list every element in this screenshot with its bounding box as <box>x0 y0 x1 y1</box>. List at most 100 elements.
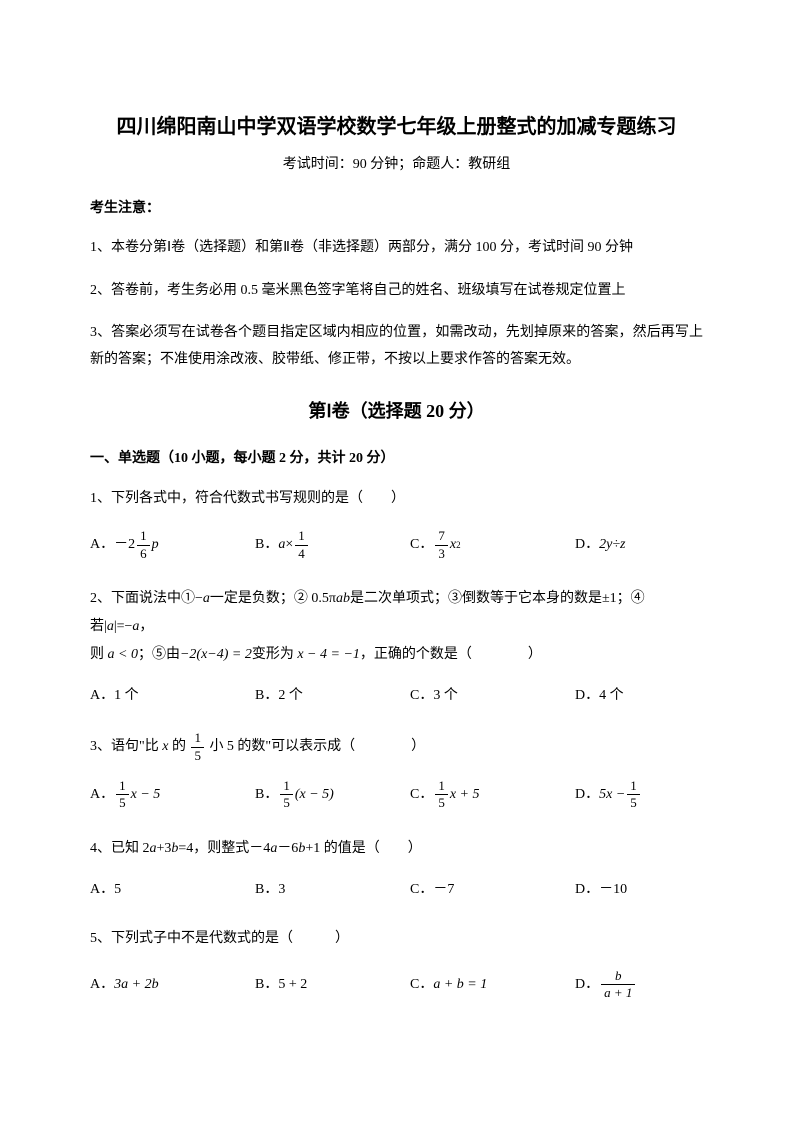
fraction: 1 5 <box>435 779 448 811</box>
fraction: 1 5 <box>116 779 129 811</box>
q1-option-d: D． 2y÷z <box>575 529 625 561</box>
q4-option-c: C．－7 <box>410 879 575 901</box>
expr: −2(x−4) = 2 <box>180 647 252 662</box>
notice-item-3: 3、答案必须写在试卷各个题目指定区域内相应的位置，如需改动，先划掉原来的答案，然… <box>90 320 703 373</box>
opt-label: B． <box>255 974 278 996</box>
question-1-options: A． －2 1 6 p B． a × 1 4 C． 7 3 x2 D． 2y÷z <box>90 529 703 561</box>
opt-label: C． <box>410 974 433 996</box>
stem-part: ，正确的个数是（ ） <box>360 647 542 662</box>
question-5-options: A． 3a + 2b B． 5 + 2 C． a + b = 1 D． b a … <box>90 969 703 1001</box>
stem-part: ；⑤由 <box>138 647 180 662</box>
denominator: 6 <box>137 545 150 561</box>
opt-label: C． <box>410 784 433 806</box>
question-2-options: A．1 个 B．2 个 C．3 个 D．4 个 <box>90 685 703 707</box>
fraction: 7 3 <box>435 529 448 561</box>
exam-title: 四川绵阳南山中学双语学校数学七年级上册整式的加减专题练习 <box>90 110 703 139</box>
opt-label: A． <box>90 974 114 996</box>
q2-option-a: A．1 个 <box>90 685 255 707</box>
var: a <box>278 534 285 556</box>
opt-label: B． <box>255 784 278 806</box>
var: a <box>150 841 157 856</box>
stem-part: 4、已知 2 <box>90 841 150 856</box>
denominator: 5 <box>191 747 204 763</box>
stem-part: +3 <box>157 841 172 856</box>
notice-item-1: 1、本卷分第Ⅰ卷（选择题）和第Ⅱ卷（非选择题）两部分，满分 100 分，考试时间… <box>90 235 703 262</box>
expr: a < 0 <box>104 647 138 662</box>
opt-label: A． <box>90 784 114 806</box>
q2-option-d: D．4 个 <box>575 685 624 707</box>
stem-part: 则 <box>90 647 104 662</box>
numerator: 1 <box>280 779 293 794</box>
q3-option-d: D． 5x − 1 5 <box>575 779 642 811</box>
stem-part: ， <box>139 619 153 634</box>
denominator: 5 <box>435 794 448 810</box>
stem-part: －6 <box>277 841 298 856</box>
expr: x − 4 = −1 <box>294 647 360 662</box>
expr: a + b = 1 <box>433 974 487 996</box>
numerator: 1 <box>295 529 308 544</box>
section-title: 第Ⅰ卷（选择题 20 分） <box>90 397 703 423</box>
opt-label: D． <box>575 974 599 996</box>
exponent: 2 <box>456 538 461 552</box>
fraction: 1 5 <box>191 731 204 763</box>
expr: 3a + 2b <box>114 974 158 996</box>
numerator: 7 <box>435 529 448 544</box>
q3-option-c: C． 1 5 x + 5 <box>410 779 575 811</box>
q2-option-b: B．2 个 <box>255 685 410 707</box>
q4-option-d: D．－10 <box>575 879 627 901</box>
q1-option-c: C． 7 3 x2 <box>410 529 575 561</box>
numerator: 1 <box>627 779 640 794</box>
stem-part: 变形为 <box>252 647 294 662</box>
opt-label: A． <box>90 534 114 556</box>
stem-part: +1 的值是（ ） <box>305 841 421 856</box>
fraction: 1 6 <box>137 529 150 561</box>
question-3-options: A． 1 5 x − 5 B． 1 5 (x − 5) C． 1 5 x + 5… <box>90 779 703 811</box>
numerator: 1 <box>435 779 448 794</box>
opt-label: D． <box>575 784 599 806</box>
fraction: 1 5 <box>280 779 293 811</box>
q3-option-a: A． 1 5 x − 5 <box>90 779 255 811</box>
notice-item-2: 2、答卷前，考生务必用 0.5 毫米黑色签字笔将自己的姓名、班级填写在试卷规定位… <box>90 278 703 305</box>
stem-part: 的 <box>168 739 186 754</box>
denominator: 3 <box>435 545 448 561</box>
var: a <box>203 591 210 606</box>
q5-option-d: D． b a + 1 <box>575 969 637 1001</box>
opt-text: －2 <box>114 534 135 556</box>
denominator: a + 1 <box>601 984 635 1000</box>
expr: 5 + 2 <box>278 974 307 996</box>
stem-part: =4，则整式－4 <box>178 841 270 856</box>
question-4: 4、已知 2a+3b=4，则整式－4a－6b+1 的值是（ ） <box>90 835 703 863</box>
fraction: b a + 1 <box>601 969 635 1001</box>
denominator: 4 <box>295 545 308 561</box>
stem-part: 2、下面说法中①− <box>90 591 203 606</box>
question-5: 5、下列式子中不是代数式的是（ ） <box>90 925 703 953</box>
var: p <box>152 534 159 556</box>
q3-option-b: B． 1 5 (x − 5) <box>255 779 410 811</box>
question-4-options: A．5 B．3 C．－7 D．－10 <box>90 879 703 901</box>
var: ab <box>336 591 350 606</box>
denominator: 5 <box>116 794 129 810</box>
stem-part: 一定是负数；② 0.5π <box>210 591 336 606</box>
notice-heading: 考生注意： <box>90 197 703 217</box>
q5-option-c: C． a + b = 1 <box>410 969 575 1001</box>
q5-option-a: A． 3a + 2b <box>90 969 255 1001</box>
var: a <box>107 619 114 634</box>
numerator: 1 <box>191 731 204 746</box>
q4-option-b: B．3 <box>255 879 410 901</box>
q1-option-a: A． －2 1 6 p <box>90 529 255 561</box>
q5-option-b: B． 5 + 2 <box>255 969 410 1001</box>
question-2: 2、下面说法中①−a一定是负数；② 0.5πab是二次单项式；③倒数等于它本身的… <box>90 585 703 669</box>
expr: 2y÷z <box>599 534 625 556</box>
opt-label: D． <box>575 534 599 556</box>
opt-label: B． <box>255 534 278 556</box>
stem-part: 小 5 的数"可以表示成（ ） <box>209 739 425 754</box>
expr: x − 5 <box>131 784 161 806</box>
denominator: 5 <box>280 794 293 810</box>
denominator: 5 <box>627 794 640 810</box>
q2-option-c: C．3 个 <box>410 685 575 707</box>
numerator: 1 <box>116 779 129 794</box>
expr: x + 5 <box>450 784 480 806</box>
fraction: 1 4 <box>295 529 308 561</box>
opt-label: C． <box>410 534 433 556</box>
stem-part: 3、语句"比 <box>90 739 162 754</box>
